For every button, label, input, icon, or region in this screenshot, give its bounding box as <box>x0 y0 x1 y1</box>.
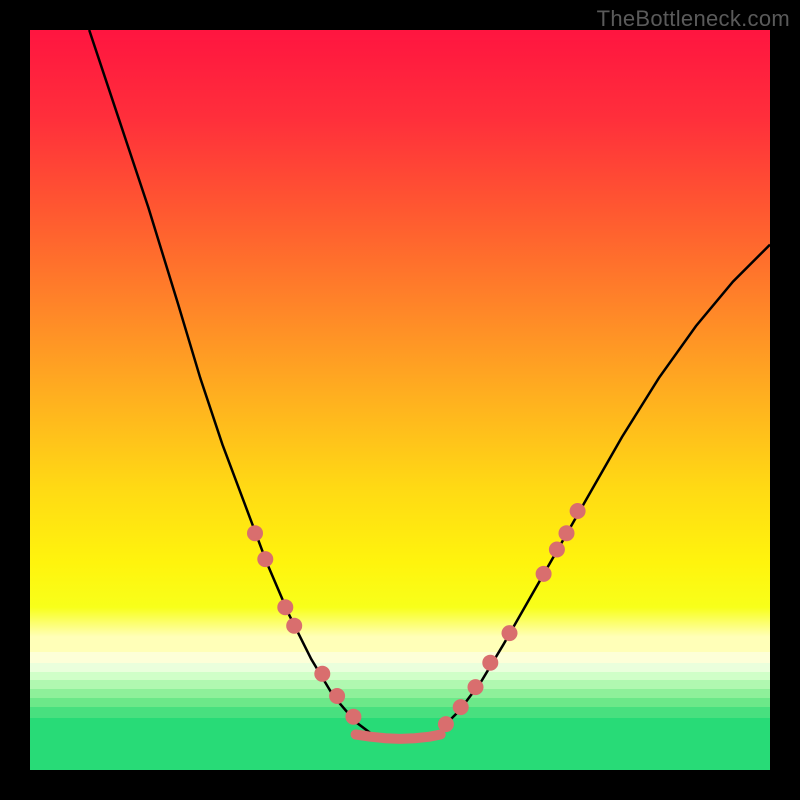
marker-left <box>314 666 330 682</box>
curve-flat <box>356 735 441 739</box>
marker-right <box>536 566 552 582</box>
marker-left <box>247 525 263 541</box>
plot-area <box>30 30 770 770</box>
curve-left <box>89 30 370 733</box>
marker-left <box>277 599 293 615</box>
marker-right <box>559 525 575 541</box>
watermark-text: TheBottleneck.com <box>597 6 790 32</box>
marker-left <box>286 618 302 634</box>
curve-layer <box>30 30 770 770</box>
marker-right <box>570 503 586 519</box>
marker-right <box>549 542 565 558</box>
marker-right <box>453 699 469 715</box>
marker-right <box>482 655 498 671</box>
marker-left <box>329 688 345 704</box>
marker-right <box>502 625 518 641</box>
marker-right <box>468 679 484 695</box>
marker-left <box>257 551 273 567</box>
marker-left <box>345 709 361 725</box>
